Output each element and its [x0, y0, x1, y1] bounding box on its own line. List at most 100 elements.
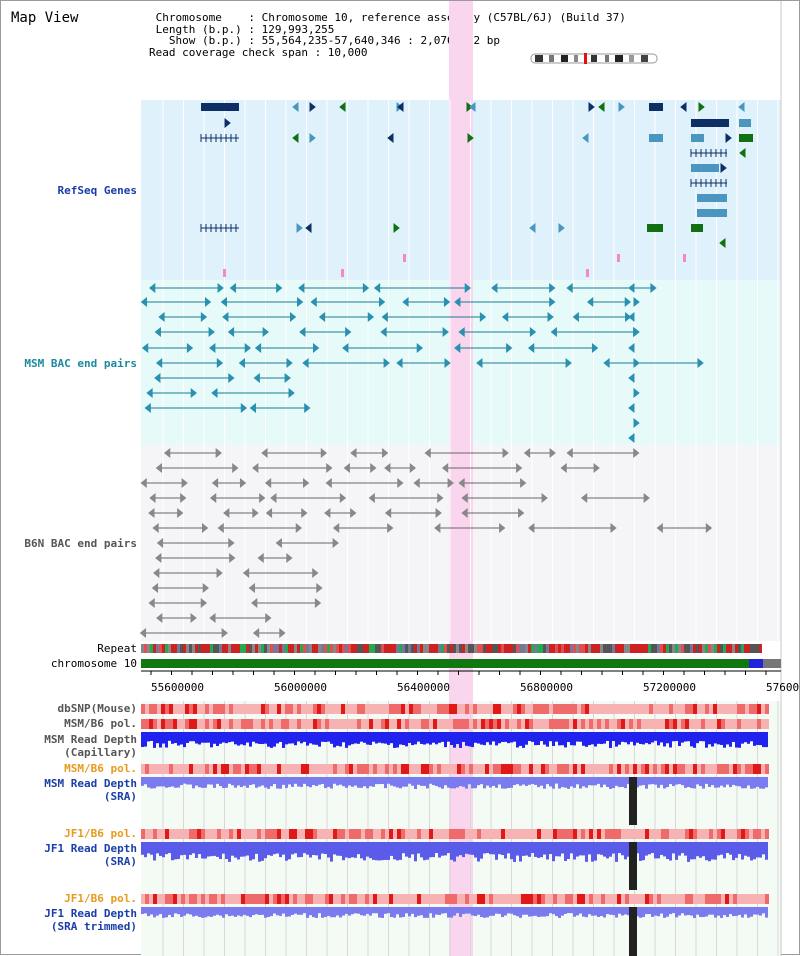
repeat-segment [312, 644, 315, 653]
msm-depth-sra-bar [234, 777, 237, 788]
msm-depth-sra-bar [306, 777, 309, 787]
jf1-depth-trim-bar [657, 907, 660, 917]
jf1-b6-pol-trim-heat [669, 894, 673, 904]
strand-arrow [397, 101, 404, 113]
msm-b6-pol-heat [765, 719, 769, 729]
jf1-depth-sra-bar [639, 842, 642, 861]
jf1-depth-sra-bar [750, 842, 753, 861]
msm-b6-pol-sra-heat [309, 764, 313, 774]
dbsnp-heat [677, 704, 681, 714]
jf1-depth-sra-bar [564, 842, 567, 861]
jf1-b6-pol-heat [457, 829, 461, 839]
bac-end-left [413, 477, 420, 489]
msm-b6-pol-heat [209, 719, 213, 729]
msm-depth-sra-bar [171, 777, 174, 787]
dbsnp-heat [665, 704, 669, 714]
msm-depth-capillary-bar [537, 732, 540, 746]
chromosome-ideogram[interactable] [529, 53, 661, 65]
bac-end-right [624, 296, 632, 308]
msm-depth-sra-bar [651, 777, 654, 785]
dbsnp-heat [181, 704, 185, 714]
msm-depth-sra-bar [309, 777, 312, 788]
msm-depth-capillary-bar [402, 732, 405, 746]
msm-depth-capillary-bar [351, 732, 354, 745]
jf1-depth-trim-bar [147, 907, 150, 917]
msm-b6-pol-sra-heat [441, 764, 445, 774]
msm-depth-capillary-bar [765, 732, 768, 748]
msm-depth-capillary-bar [462, 732, 465, 742]
bac-end-left [454, 296, 461, 308]
msm-b6-pol-sra-heat [217, 764, 221, 774]
msm-b6-pol-heat [533, 719, 537, 729]
msm-depth-sra-bar [663, 777, 666, 789]
jf1-depth-trim-bar [441, 907, 444, 914]
jf1-depth-sra-bar [612, 842, 615, 854]
msm-b6-pol-heat [693, 719, 697, 729]
bac-end-left [572, 311, 579, 323]
repeat-segment [501, 644, 504, 653]
jf1-depth-trim-bar [414, 907, 417, 918]
msm-depth-capillary-bar [165, 732, 168, 748]
msm-b6-pol-label: MSM/B6 pol. [64, 717, 137, 730]
jf1-depth-trim-bar [141, 907, 144, 914]
msm-depth-capillary-bar [735, 732, 738, 748]
msm-depth-sra-bar [219, 777, 222, 787]
msm-depth-sra-bar [438, 777, 441, 788]
msm-depth-sra-bar [264, 777, 267, 788]
msm-b6-pol-sra-heat [405, 764, 409, 774]
jf1-depth-sra-bar [384, 842, 387, 860]
jf1-b6-pol-heat [293, 829, 297, 839]
msm-depth-sra-bar [465, 777, 468, 789]
dbsnp-heat [645, 704, 649, 714]
msm-b6-pol-heat [173, 719, 177, 729]
msm-depth-capillary-bar [261, 732, 264, 745]
jf1-depth-sra-bar [618, 842, 621, 854]
repeat-segment [690, 644, 693, 653]
msm-b6-pol-heat [277, 719, 281, 729]
jf1-b6-pol-trim-heat [573, 894, 577, 904]
jf1-depth-sra-bar [291, 842, 294, 855]
dbsnp-heat [213, 704, 217, 714]
msm-b6-pol-heat [381, 719, 385, 729]
jf1-depth-trim-bar [561, 907, 564, 916]
jf1-depth-trim-bar [408, 907, 411, 917]
strand-arrow [720, 162, 727, 174]
msm-depth-capillary-bar [378, 732, 381, 743]
msm-depth-capillary-bar [690, 732, 693, 747]
jf1-b6-pol-heat [665, 829, 669, 839]
repeat-segment [147, 644, 150, 653]
repeat-segment [498, 644, 501, 653]
msm-depth-capillary-bar [492, 732, 495, 742]
msm-b6-pol-heat [241, 719, 245, 729]
bac-end-left [152, 522, 159, 534]
dbsnp-heat [453, 704, 457, 714]
bac-end-left [528, 522, 535, 534]
strand-arrow [588, 101, 595, 113]
jf1-depth-sra-bar [669, 842, 672, 861]
jf1-b6-pol-trim-heat [317, 894, 321, 904]
jf1-depth-sra-bar [711, 842, 714, 860]
jf1-depth-sra-bar [753, 842, 756, 860]
jf1-b6-pol-trim-heat [361, 894, 365, 904]
msm-b6-pol-heat [557, 719, 561, 729]
msm-depth-capillary-bar [234, 732, 237, 745]
msm-b6-pol-sra-heat [449, 764, 453, 774]
msm-depth-capillary-bar [345, 732, 348, 748]
jf1-b6-pol-trim-heat [577, 894, 581, 904]
jf1-depth-sra-bar [501, 842, 504, 856]
dbsnp-heat [473, 704, 477, 714]
msm-depth-sra-bar [603, 777, 606, 785]
msm-b6-pol-sra-heat [433, 764, 437, 774]
jf1-depth-trim-bar [261, 907, 264, 915]
jf1-depth-trim-bar [255, 907, 258, 915]
jf1-depth-trim-bar [447, 907, 450, 918]
jf1-depth-sra-bar [726, 842, 729, 854]
msm-b6-pol-sra-heat [277, 764, 281, 774]
repeat-segment [216, 644, 219, 653]
msm-b6-pol-heat [321, 719, 325, 729]
msm-depth-capillary-bar [201, 732, 204, 743]
dbsnp-heat [193, 704, 197, 714]
bac-end-left [318, 311, 326, 323]
jf1-b6-pol-heat [265, 829, 269, 839]
